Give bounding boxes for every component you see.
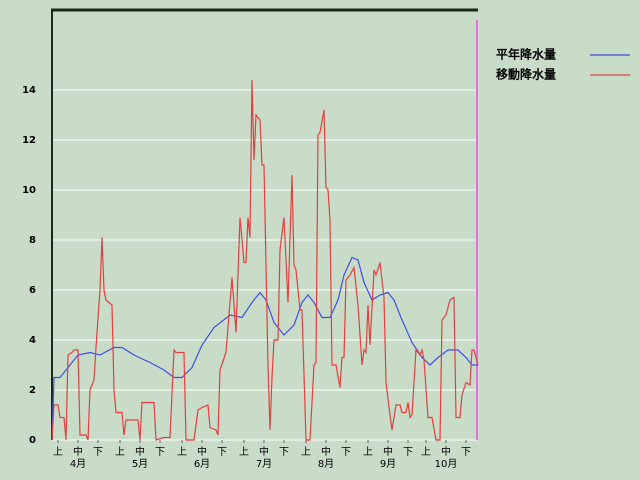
x-tick-label: 上 [363,446,373,458]
month-label: 9月 [380,458,396,470]
x-tick-label: 下 [403,447,413,458]
month-label: 7月 [256,458,272,470]
x-tick-label: 上 [301,446,311,458]
x-tick-label: 上 [421,446,431,458]
x-tick-label: 下 [217,447,227,458]
x-tick-label: 中 [197,445,207,458]
x-tick-label: 下 [155,447,165,458]
month-label: 10月 [435,458,458,470]
x-tick-label: 上 [115,446,125,458]
x-tick-label: 上 [239,446,249,458]
x-tick-label: 中 [73,445,83,458]
y-tick-label: 10 [22,185,36,196]
x-tick-label: 下 [461,447,471,458]
month-label: 4月 [70,458,86,470]
month-label: 5月 [132,458,148,470]
legend-label: 平年降水量 [496,47,556,62]
month-label: 6月 [194,458,210,470]
y-tick-label: 12 [22,135,36,146]
series-line [51,79,479,441]
x-tick-label: 下 [279,447,289,458]
legend-label: 移動降水量 [496,67,556,82]
x-tick-label: 中 [383,445,393,458]
y-tick-label: 4 [29,335,36,346]
x-tick-label: 中 [135,445,145,458]
x-tick-label: 上 [53,446,63,458]
y-tick-label: 0 [29,435,36,446]
x-tick-label: 中 [259,445,269,458]
x-tick-label: 下 [341,447,351,458]
y-tick-label: 8 [29,235,36,246]
x-tick-label: 下 [93,447,103,458]
x-tick-label: 上 [177,446,187,458]
y-tick-label: 6 [29,285,36,296]
y-tick-label: 2 [29,385,36,396]
x-tick-label: 中 [441,445,451,458]
x-tick-label: 中 [321,445,331,458]
y-tick-label: 14 [22,85,36,96]
series-line [51,256,478,441]
month-label: 8月 [318,458,334,470]
